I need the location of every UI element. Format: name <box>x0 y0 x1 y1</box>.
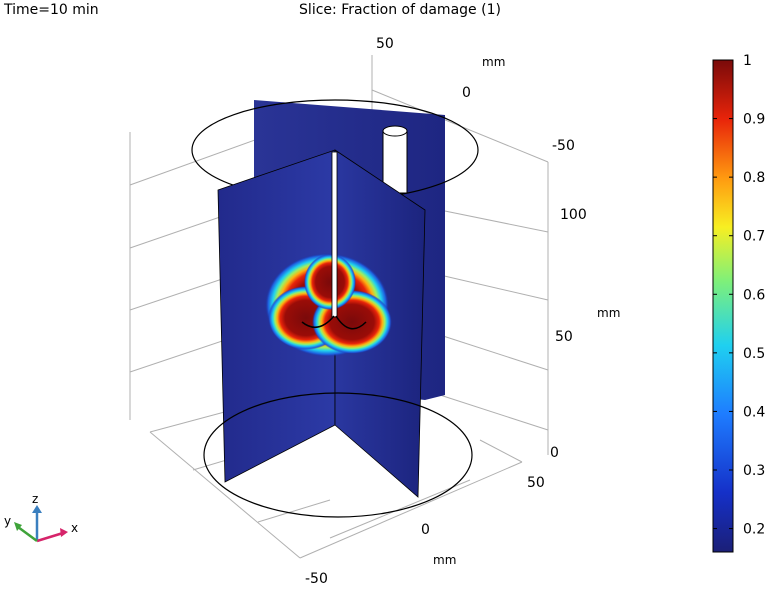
tank-bottom-outline <box>203 392 473 518</box>
z-tick-0: 0 <box>550 445 559 461</box>
x-unit-label: mm <box>433 553 456 567</box>
colorbar-tick-label: 0.4 <box>743 404 765 420</box>
triad-x-label: x <box>71 521 78 535</box>
y-tick-50: 50 <box>376 36 394 52</box>
colorbar-gradient <box>712 59 734 553</box>
colorbar-tick-label: 1 <box>743 53 752 69</box>
colorbar-tick-label: 0.8 <box>743 170 765 186</box>
impeller <box>301 151 367 330</box>
y-tick-0: 0 <box>462 85 471 101</box>
z-tick-50: 50 <box>555 329 573 345</box>
z-tick-100: 100 <box>560 207 587 223</box>
x-tick-0: 0 <box>421 522 430 538</box>
y-tick-neg50: -50 <box>552 138 575 154</box>
outlet-pipe <box>382 125 408 194</box>
colorbar-tick-label: 0.2 <box>743 522 765 538</box>
time-label: Time=10 min <box>4 2 99 18</box>
colorbar: 1 0.9 0.8 0.7 0.6 0.5 0.4 0.3 0.2 <box>712 53 765 553</box>
triad-z-label: z <box>32 492 38 506</box>
z-unit-label: mm <box>597 306 620 320</box>
damage-region <box>265 253 392 357</box>
colorbar-tick-label: 0.5 <box>743 346 765 362</box>
axis-triad[interactable]: z x y <box>4 492 78 543</box>
plot-title: Slice: Fraction of damage (1) <box>299 2 501 18</box>
y-unit-label: mm <box>482 55 505 69</box>
colorbar-tick-label: 0.3 <box>743 463 765 479</box>
colorbar-tick-label: 0.7 <box>743 229 765 245</box>
axis-grid <box>129 55 549 559</box>
x-tick-50: 50 <box>527 475 545 491</box>
colorbar-tick-label: 0.6 <box>743 287 765 303</box>
x-tick-neg50: -50 <box>305 571 328 587</box>
triad-y-label: y <box>4 514 11 528</box>
colorbar-tick-label: 0.9 <box>743 112 765 128</box>
